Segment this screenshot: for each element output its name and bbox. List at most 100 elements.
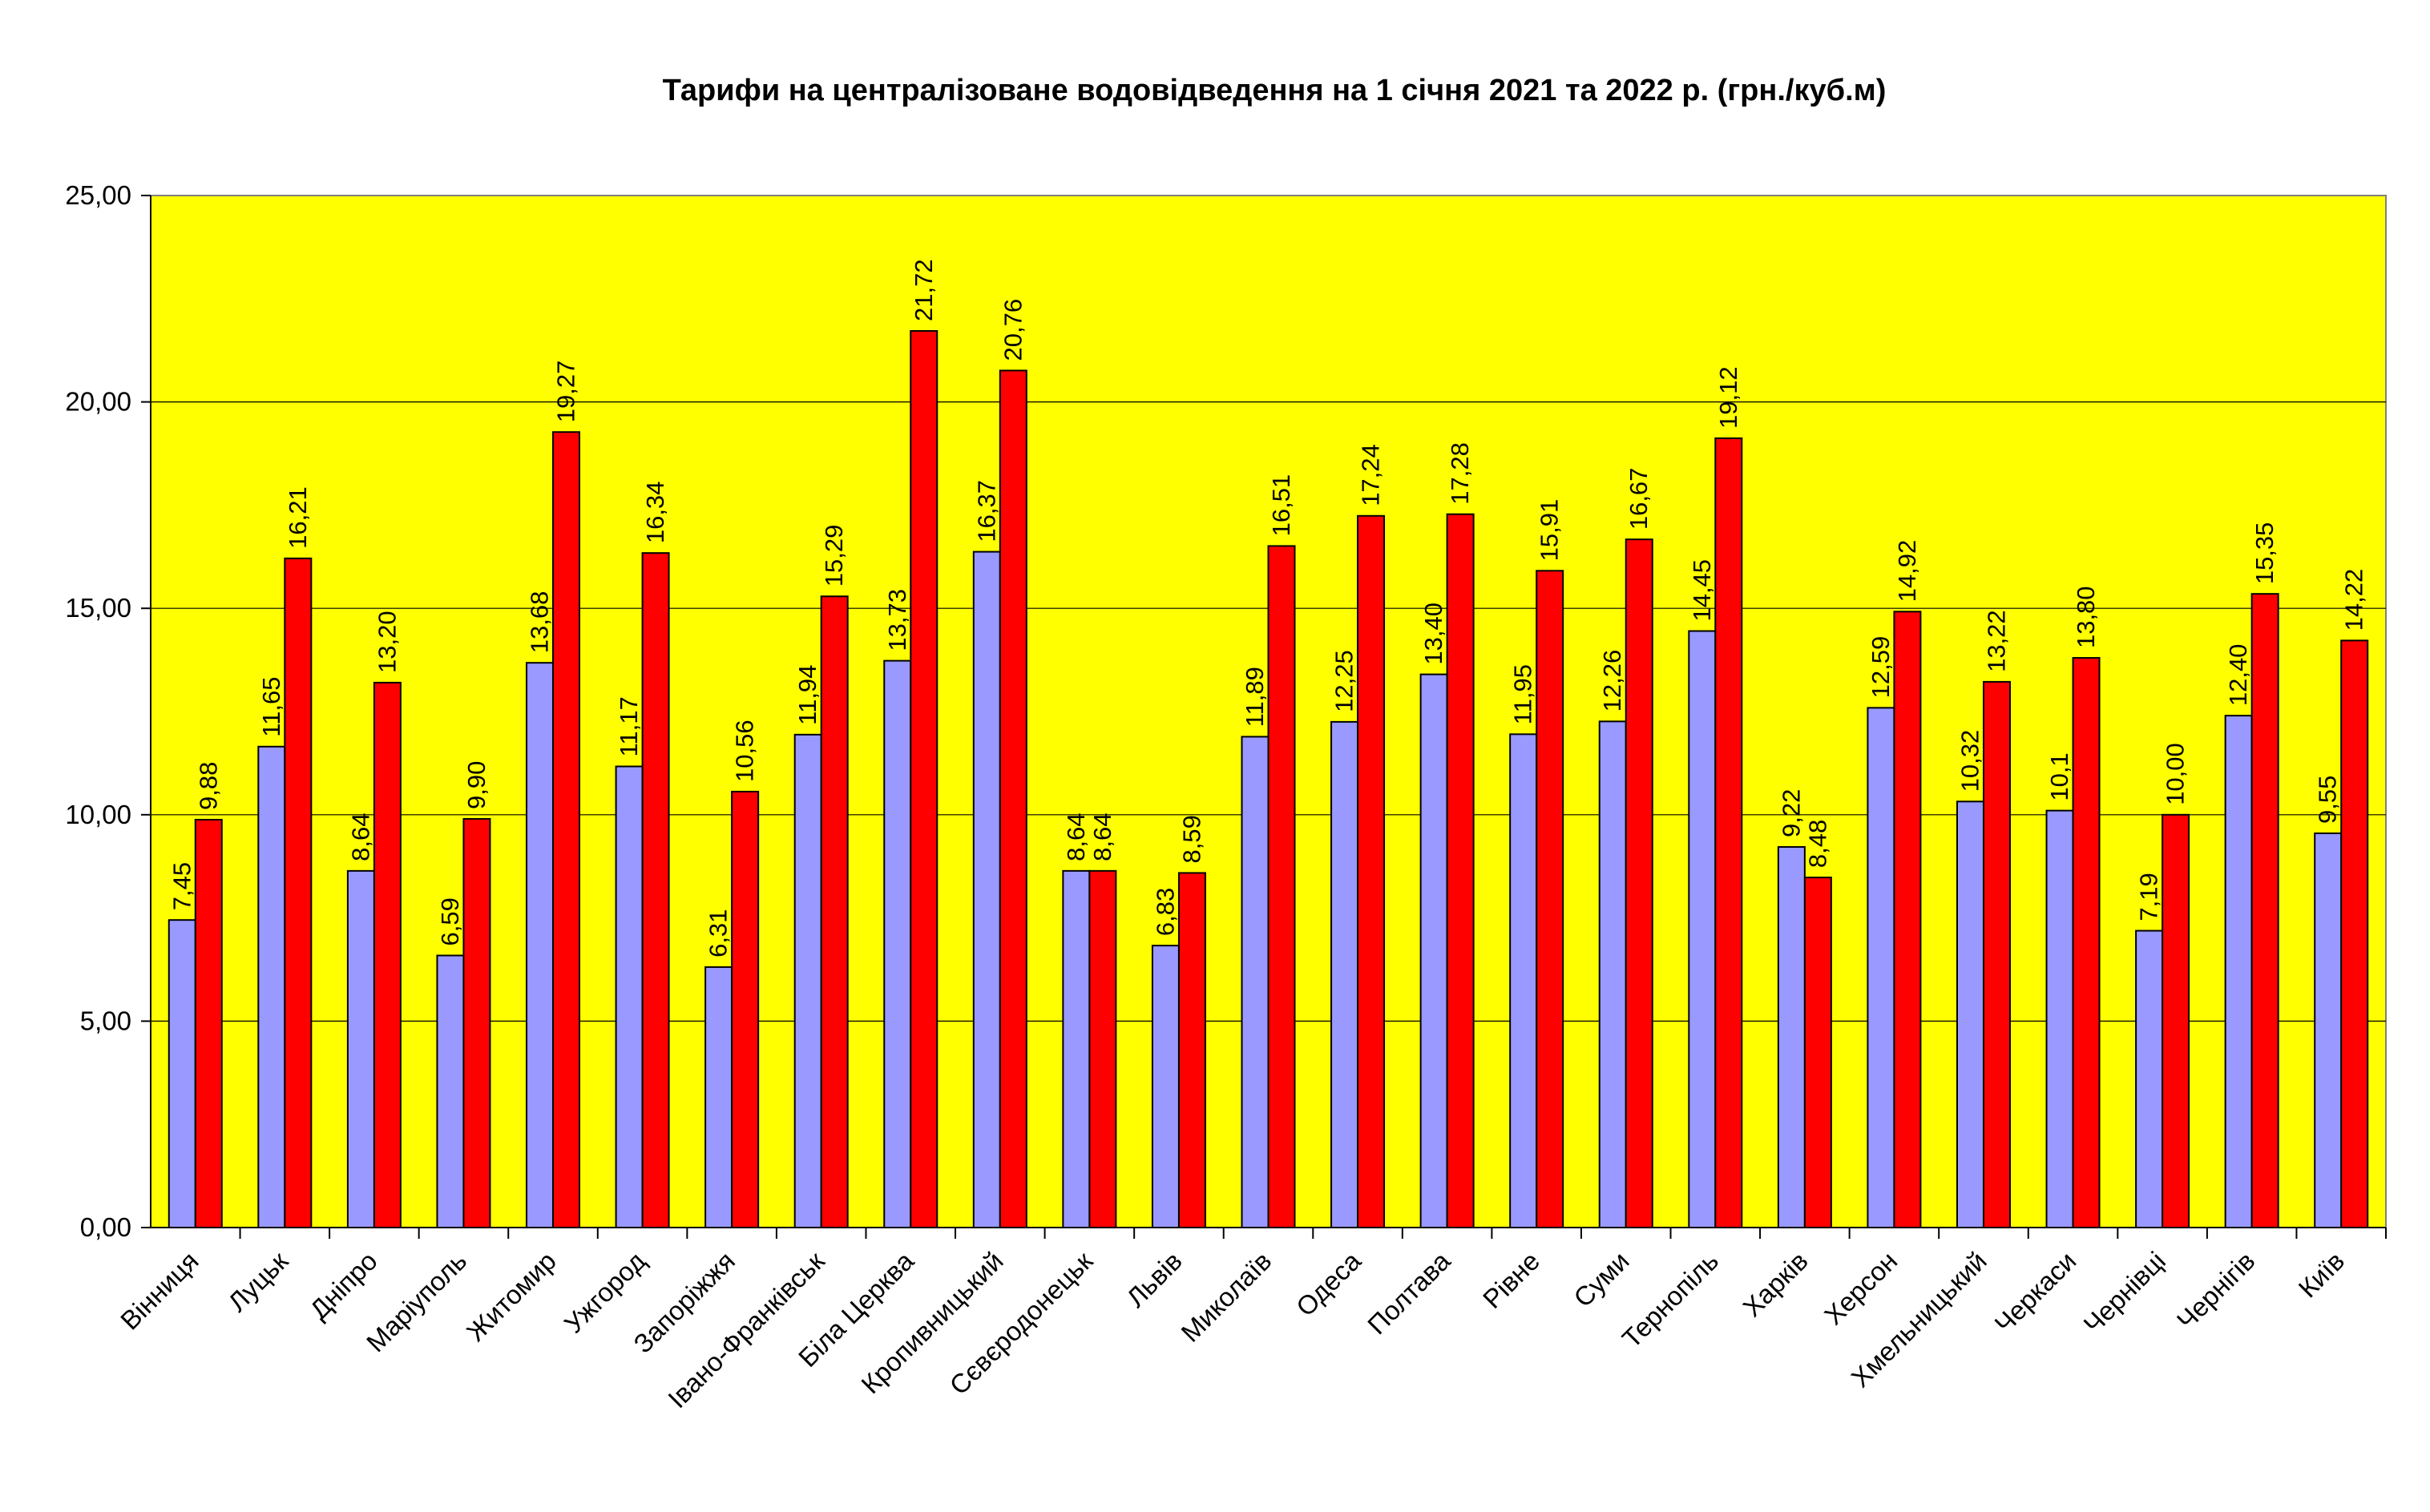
data-label: 6,83 [1151,888,1179,936]
bar-2021 [1151,945,1180,1228]
y-tick-label: 5,00 [80,1006,131,1035]
bar-2021 [1419,673,1448,1228]
y-tick-label: 25,00 [65,180,131,210]
bar-2022 [194,818,223,1229]
bar-2021 [1956,800,1984,1228]
bar-2022 [1357,514,1386,1228]
data-label: 13,40 [1419,603,1447,665]
data-label: 16,51 [1267,474,1295,537]
data-label: 16,37 [972,480,1000,542]
data-label: 14,22 [2340,569,2368,631]
bar-2022 [1803,877,1832,1228]
data-label: 11,89 [1241,667,1269,727]
bar-2021 [2045,809,2074,1228]
bar-2022 [910,329,938,1228]
data-label: 8,64 [346,813,374,861]
bar-2022 [2250,593,2279,1228]
bar-2022 [462,817,491,1229]
bar-2022 [731,790,760,1228]
data-label: 9,90 [462,761,490,809]
y-tick-label: 10,00 [65,800,131,829]
bar-2022 [552,431,581,1228]
y-tick-label: 20,00 [65,387,131,417]
bar-2022 [1536,570,1564,1228]
bar-2022 [1982,680,2011,1228]
bar-2021 [346,869,375,1228]
data-label: 11,95 [1509,664,1537,724]
data-label: 16,21 [284,486,312,549]
bar-2022 [999,369,1027,1228]
bar-2021 [1330,720,1359,1228]
data-label: 14,92 [1893,540,1921,603]
bar-2021 [1241,736,1269,1228]
bar-2022 [820,595,849,1228]
bar-2022 [1714,437,1743,1228]
bar-2022 [2072,657,2101,1228]
data-label: 6,31 [704,909,733,958]
bar-2021 [2135,929,2164,1228]
chart-title: Тарифи на централізоване водовідведення … [663,74,1887,107]
data-label: 19,12 [1714,366,1742,429]
data-label: 12,40 [2224,644,2252,707]
data-label: 11,17 [615,696,643,756]
data-label: 21,72 [910,259,938,321]
bar-2021 [704,966,733,1228]
bar-2021 [1867,707,1895,1228]
data-label: 20,76 [999,299,1027,361]
bar-2022 [1446,513,1475,1228]
bar-2022 [1893,611,1922,1228]
bar-2021 [1509,733,1538,1228]
data-label: 16,34 [641,482,669,544]
data-label: 17,28 [1446,442,1474,505]
data-label: 17,24 [1357,444,1385,506]
data-label: 6,59 [436,897,464,946]
data-label: 10,32 [1956,730,1984,792]
y-tick-label: 0,00 [80,1212,131,1242]
bar-2021 [1598,720,1627,1228]
data-label: 15,91 [1536,499,1564,562]
bar-2022 [641,552,670,1228]
data-label: 16,67 [1625,468,1653,530]
data-label: 11,65 [257,677,285,737]
data-label: 12,59 [1867,636,1895,699]
data-label: 13,22 [1982,610,2010,672]
data-label: 13,68 [526,591,554,654]
bar-2022 [2340,639,2369,1228]
data-label: 8,48 [1803,820,1831,868]
bar-2021 [257,745,286,1228]
bar-2021 [168,919,196,1229]
bar-2021 [526,662,555,1228]
bar-2022 [1088,869,1117,1228]
data-label: 10,56 [731,720,759,782]
data-label: 9,55 [2314,776,2342,824]
data-label: 7,45 [168,862,196,910]
data-label: 19,27 [552,361,580,423]
bar-2022 [284,557,313,1228]
data-label: 9,22 [1777,789,1805,837]
bar-2022 [2162,813,2190,1228]
y-tick-label: 15,00 [65,593,131,623]
data-label: 8,64 [1062,813,1090,861]
data-label: 15,29 [820,525,848,587]
data-label: 9,88 [194,762,222,810]
data-label: 13,73 [883,589,911,651]
bar-2021 [615,765,644,1228]
data-label: 13,80 [2072,586,2100,648]
data-label: 14,45 [1688,559,1716,622]
bar-2022 [1625,538,1653,1228]
bar-2021 [2224,715,2253,1228]
bar-2021 [883,659,912,1228]
bar-2021 [2314,832,2343,1228]
data-label: 11,94 [793,665,821,725]
bar-2022 [373,681,402,1228]
data-label: 10,00 [2162,743,2190,805]
data-label: 8,59 [1177,815,1205,863]
data-label: 8,64 [1088,813,1116,861]
data-label: 7,19 [2135,873,2163,921]
data-label: 10,1 [2045,752,2073,800]
bar-2021 [436,954,465,1228]
bar-2022 [1177,872,1206,1229]
data-label: 12,25 [1330,650,1358,712]
bar-2021 [793,733,822,1228]
